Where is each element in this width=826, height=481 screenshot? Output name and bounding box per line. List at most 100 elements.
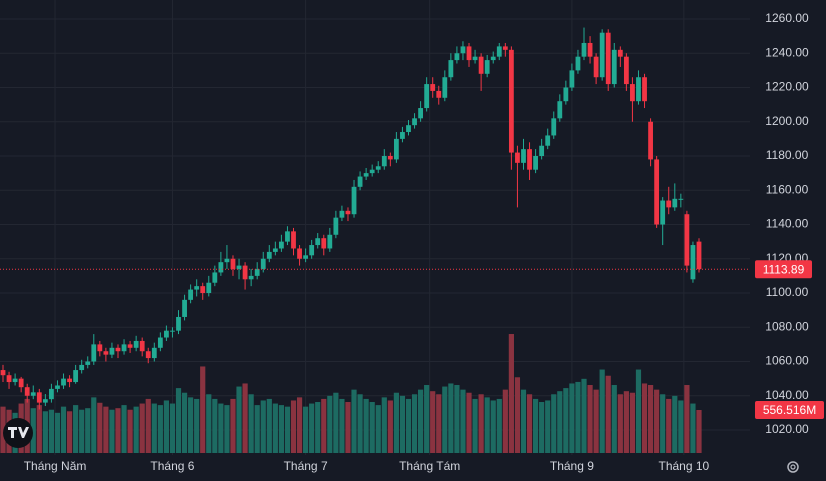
candle-body (157, 337, 163, 348)
volume-bar (206, 394, 212, 453)
candle-body (515, 152, 520, 163)
y-tick-label: 1200.00 (765, 114, 809, 128)
volume-bar (109, 409, 115, 453)
candle-body (599, 32, 605, 78)
candle-body (115, 347, 121, 352)
volume-bar (375, 405, 381, 453)
candle-body (466, 46, 472, 61)
candle-body (55, 385, 60, 389)
candle-body (617, 49, 623, 57)
volume-bar (224, 405, 230, 453)
y-tick-label: 1060.00 (765, 354, 809, 368)
volume-bar (79, 409, 85, 453)
candle-body (672, 198, 678, 208)
volume-bar (127, 409, 133, 453)
volume-bar (611, 385, 617, 453)
candle-body (73, 370, 79, 383)
candle-body (85, 361, 91, 365)
volume-bar (345, 402, 351, 453)
candle-body (678, 198, 684, 200)
volume-bar (145, 398, 151, 453)
candle-body (575, 56, 581, 71)
volume-bar (309, 403, 315, 453)
volume-bar (194, 398, 200, 453)
volume-bar (363, 398, 369, 453)
volume-bar (48, 409, 55, 453)
gear-center (790, 464, 796, 470)
volume-bar (321, 398, 327, 453)
volume-bar (418, 389, 424, 453)
volume-bar (508, 334, 514, 453)
candle-body (648, 121, 653, 160)
candle-body (182, 299, 187, 317)
volume-bar (496, 398, 502, 453)
candle-body (448, 60, 454, 78)
candle-body (260, 258, 266, 270)
settings-icon[interactable] (787, 461, 799, 473)
volume-bar (666, 398, 672, 453)
volume-bar (236, 386, 242, 453)
candle-body (490, 56, 496, 61)
candle-body (611, 49, 617, 85)
volume-bar (684, 385, 690, 453)
candle-body (654, 159, 660, 225)
logo-badge[interactable] (3, 418, 33, 448)
candle-body (375, 166, 381, 170)
candle-body (660, 200, 666, 225)
volume-bar (121, 405, 127, 453)
candle-body (424, 84, 430, 109)
volume-bar (387, 400, 393, 453)
candle-body (636, 77, 641, 102)
last-price-box (755, 260, 812, 279)
candle-body (18, 378, 24, 388)
candle-body (176, 316, 181, 331)
volume-bar (696, 410, 702, 453)
candle-body (206, 282, 212, 293)
last-price-label: 1113.89 (763, 262, 805, 276)
y-tick-label: 1080.00 (765, 319, 809, 333)
volume-bar (260, 400, 266, 453)
volume-bar (430, 391, 436, 453)
candle-body (230, 258, 236, 270)
logo[interactable] (3, 418, 33, 448)
y-tick-label: 1260.00 (765, 11, 809, 25)
volume-bar (103, 406, 109, 453)
volume-bar (411, 394, 418, 453)
volume-bar (242, 383, 248, 453)
candle-body (442, 77, 448, 98)
candle-body (623, 56, 629, 85)
x-tick-label: Tháng 9 (550, 459, 594, 473)
volume-bar (284, 406, 291, 453)
volume-bar (139, 403, 145, 453)
volume-bar (672, 395, 678, 453)
candle-body (279, 241, 284, 249)
volume-bar (369, 402, 375, 453)
candle-body (6, 375, 12, 383)
candle-body (224, 258, 230, 263)
candle-body (0, 370, 6, 376)
x-tick-label: Tháng 6 (150, 459, 194, 473)
candle-body (164, 330, 169, 338)
volume-bar (526, 394, 533, 453)
candle-body (333, 217, 339, 235)
volume-bar (690, 403, 696, 453)
candle-body (285, 231, 290, 242)
x-tick-label: Tháng Năm (24, 459, 87, 473)
candle-body (97, 344, 103, 352)
candle-body (103, 351, 109, 355)
volume-bar (163, 400, 170, 453)
volume-bar (157, 405, 163, 453)
volume-bar (623, 391, 629, 453)
volume-bar (502, 389, 508, 453)
candle-body (363, 173, 369, 177)
candle-body (496, 46, 502, 57)
volume-bar (188, 397, 194, 453)
candle-body (696, 241, 702, 270)
volume-bar (115, 408, 121, 453)
candle-body (666, 200, 672, 208)
y-tick-label: 1240.00 (765, 45, 809, 59)
candle-body (484, 60, 490, 74)
gear[interactable] (787, 461, 799, 473)
volume-bar (351, 389, 357, 453)
candle-body (412, 118, 417, 126)
